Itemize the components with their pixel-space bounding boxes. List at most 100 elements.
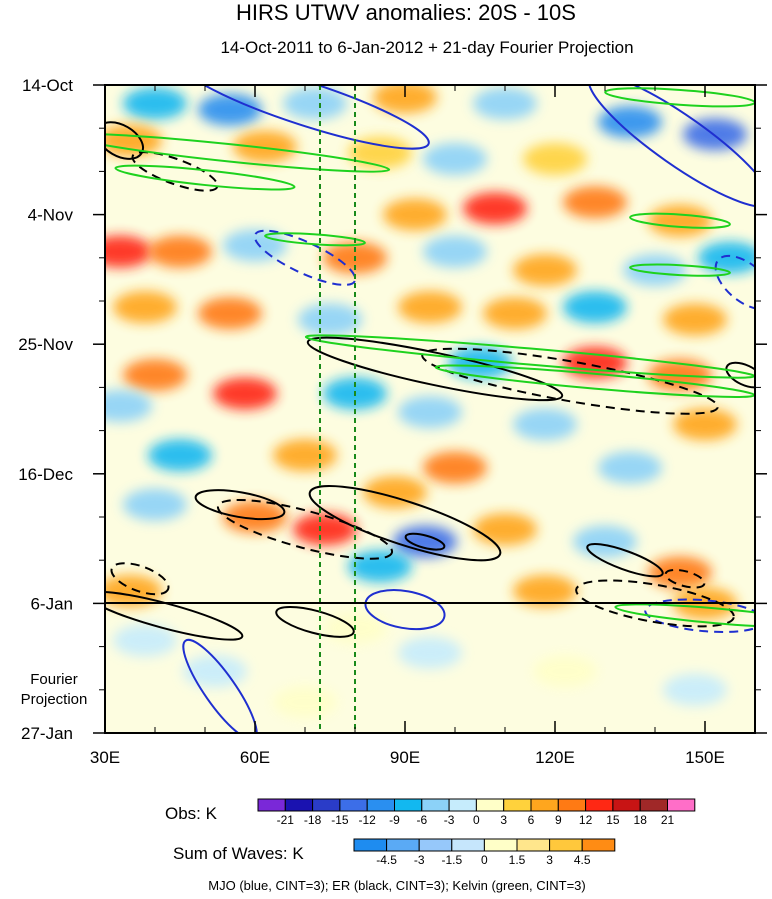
waves-colorbar-swatch-5 bbox=[516, 838, 551, 852]
mjo-contour-5 bbox=[644, 598, 755, 633]
mjo-contour-6 bbox=[182, 638, 258, 733]
x-tick-label-4: 150E bbox=[685, 748, 725, 767]
anomaly-blob-50 bbox=[348, 550, 412, 583]
anomaly-blob-40 bbox=[673, 408, 737, 441]
anomaly-blob-42 bbox=[273, 439, 337, 472]
anomaly-blob-12 bbox=[463, 192, 527, 225]
anomaly-blob-10 bbox=[423, 143, 487, 176]
anomaly-blob-48 bbox=[123, 488, 187, 521]
er-contour-7 bbox=[404, 532, 446, 551]
obs-colorbar-tick-label-14: 21 bbox=[661, 813, 675, 827]
waves-colorbar-tick-label-0: -4.5 bbox=[376, 853, 397, 867]
obs-colorbar-label: Obs: K bbox=[165, 804, 217, 823]
anomaly-blob-6 bbox=[683, 118, 747, 151]
anomaly-blob-25 bbox=[198, 297, 262, 330]
er-contour-8 bbox=[110, 562, 170, 596]
er-contour-14 bbox=[725, 361, 755, 389]
obs-colorbar-tick-label-13: 18 bbox=[634, 813, 648, 827]
anomaly-field bbox=[105, 85, 755, 719]
axes: 30E 60E 90E 120E 150E 14-Oct 4-Nov 25-Nov 16-Dec… bbox=[18, 76, 767, 767]
anomaly-blob-14 bbox=[563, 186, 627, 219]
waves-colorbar-tick-label-5: 3 bbox=[546, 853, 553, 867]
anomaly-blob-1 bbox=[198, 93, 262, 126]
er-contour-4 bbox=[194, 489, 286, 521]
y-tick-label-3: 16-Dec bbox=[18, 465, 73, 484]
obs-colorbar-swatch-0 bbox=[257, 798, 286, 812]
y-tick-label-4: 6-Jan bbox=[30, 594, 73, 613]
anomaly-blob-55 bbox=[513, 575, 577, 608]
anomaly-blob-21 bbox=[513, 254, 577, 287]
kelvin-contour-0 bbox=[105, 133, 391, 173]
plot-frame bbox=[104, 84, 756, 734]
kelvin-contour-4 bbox=[629, 212, 731, 229]
waves-colorbar-swatch-7 bbox=[581, 838, 616, 852]
waves-colorbar-tick-label-6: 4.5 bbox=[574, 853, 591, 867]
y-tick-label-2: 25-Nov bbox=[18, 335, 73, 354]
anomaly-blob-38 bbox=[398, 396, 462, 429]
obs-colorbar-swatch-6 bbox=[421, 798, 450, 812]
obs-colorbar-tick-label-10: 9 bbox=[555, 813, 562, 827]
obs-colorbar-swatch-2 bbox=[312, 798, 341, 812]
anomaly-blob-26 bbox=[298, 303, 362, 336]
anomaly-blob-44 bbox=[598, 451, 662, 484]
obs-colorbar-swatch-8 bbox=[475, 798, 505, 812]
waves-colorbar-swatch-6 bbox=[549, 838, 583, 852]
obs-colorbar-swatch-1 bbox=[284, 798, 314, 812]
x-tick-label-2: 90E bbox=[390, 748, 420, 767]
reference-lines bbox=[319, 85, 356, 733]
kelvin-contour-7 bbox=[614, 603, 755, 629]
anomaly-blob-30 bbox=[663, 303, 727, 336]
anomaly-blob-45 bbox=[363, 476, 427, 509]
er-contour-6 bbox=[308, 485, 502, 562]
y-tick-label-0: 14-Oct bbox=[22, 76, 73, 95]
obs-colorbar-tick-label-5: -6 bbox=[416, 813, 427, 827]
colorbars: -21 -18 -15 -12 -9 -6 -3 0 3 6 9 12 15 18 21 -4.5 -3 -1.5… bbox=[257, 798, 696, 867]
obs-colorbar-swatch-3 bbox=[339, 798, 368, 812]
anomaly-blob-0 bbox=[123, 87, 187, 120]
kelvin-contour-1 bbox=[114, 164, 296, 191]
er-contour-13 bbox=[275, 606, 355, 638]
obs-colorbar-tick-label-8: 3 bbox=[500, 813, 507, 827]
y-tick-label-5: 27-Jan bbox=[21, 724, 73, 743]
x-tick-label-0: 30E bbox=[90, 748, 120, 767]
mjo-contour-1 bbox=[587, 85, 755, 208]
obs-colorbar-swatch-7 bbox=[448, 798, 477, 812]
obs-colorbar-tick-label-4: -9 bbox=[389, 813, 400, 827]
obs-colorbar-tick-label-11: 12 bbox=[579, 813, 593, 827]
y-tick-label-1: 4-Nov bbox=[28, 206, 74, 225]
obs-colorbar-swatch-14 bbox=[639, 798, 669, 812]
x-tick-label-3: 120E bbox=[535, 748, 575, 767]
anomaly-blob-18 bbox=[223, 229, 287, 262]
waves-colorbar-label: Sum of Waves: K bbox=[173, 844, 304, 863]
plot-area bbox=[104, 84, 756, 734]
kelvin-contour-3 bbox=[264, 232, 366, 247]
anomaly-blob-62 bbox=[663, 673, 727, 706]
obs-colorbar-swatch-11 bbox=[557, 798, 587, 812]
anomaly-blob-28 bbox=[483, 297, 547, 330]
anomaly-blob-11 bbox=[523, 143, 587, 176]
legend-footnote: MJO (blue, CINT=3); ER (black, CINT=3); … bbox=[208, 878, 586, 893]
anomaly-blob-5 bbox=[598, 106, 662, 139]
anomaly-blob-2 bbox=[283, 87, 347, 120]
anomaly-blob-51 bbox=[473, 513, 537, 546]
mjo-contour-0 bbox=[180, 85, 430, 150]
anomaly-blob-35 bbox=[213, 377, 277, 410]
anomaly-blob-22 bbox=[623, 254, 687, 287]
anomaly-blob-63 bbox=[273, 686, 337, 719]
waves-colorbar-swatch-4 bbox=[483, 838, 518, 852]
projection-label-line2: Projection bbox=[20, 691, 88, 708]
anomaly-blob-61 bbox=[533, 655, 597, 688]
anomaly-blob-3 bbox=[373, 85, 437, 114]
anomaly-blob-15 bbox=[648, 204, 712, 237]
anomaly-blob-43 bbox=[423, 451, 487, 484]
obs-colorbar-swatch-5 bbox=[394, 798, 423, 812]
er-contour-10 bbox=[664, 568, 706, 589]
anomaly-blob-52 bbox=[573, 525, 637, 558]
er-contour-2 bbox=[306, 336, 564, 402]
mjo-contour-2 bbox=[253, 229, 357, 286]
anomaly-blob-9 bbox=[348, 136, 412, 169]
er-contour-9 bbox=[586, 542, 664, 578]
waves-colorbar-swatch-0 bbox=[353, 838, 388, 852]
obs-colorbar-tick-label-0: -21 bbox=[277, 813, 295, 827]
